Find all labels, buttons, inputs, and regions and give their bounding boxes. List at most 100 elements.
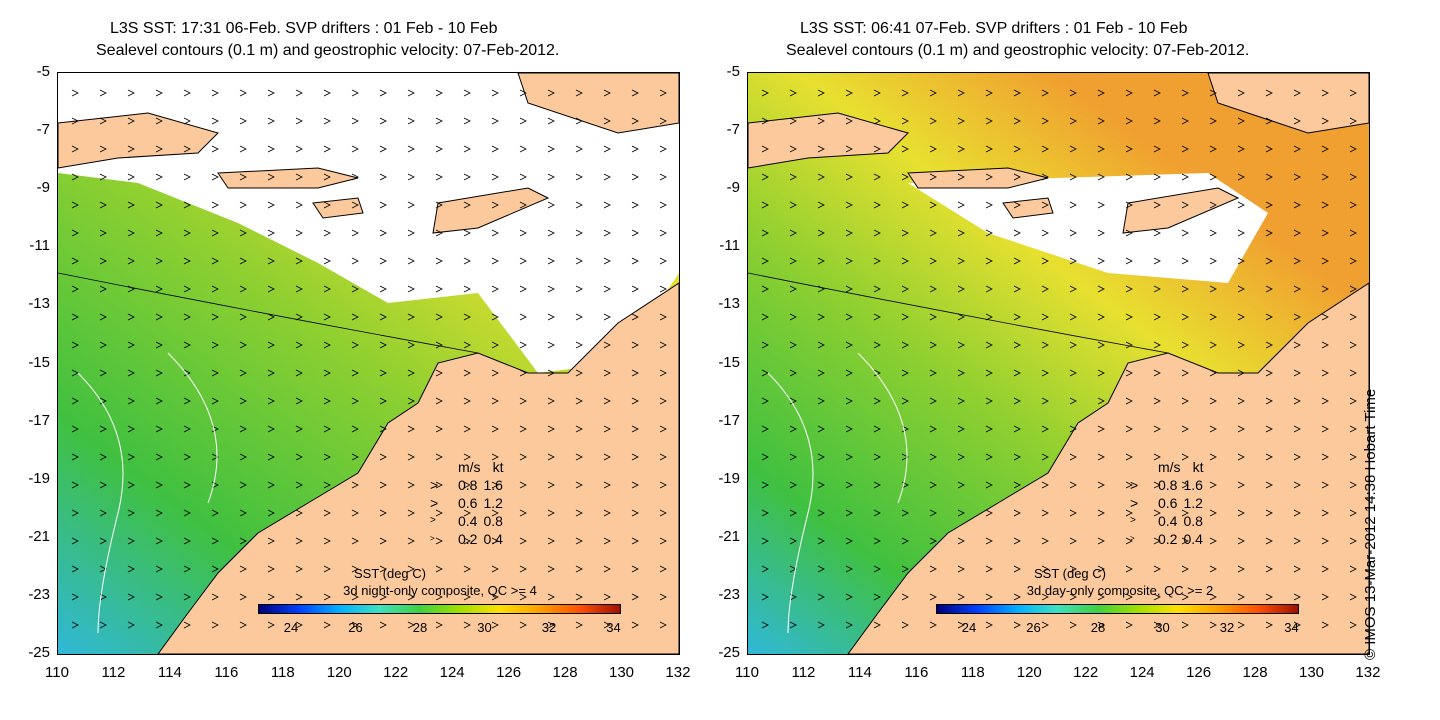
sealevel-contour	[767, 372, 814, 634]
y-tick-label: -25	[28, 644, 50, 661]
velocity-arrow	[873, 481, 881, 489]
velocity-arrow	[1265, 369, 1273, 377]
velocity-arrow	[1013, 89, 1021, 97]
velocity-arrow	[351, 173, 359, 181]
velocity-arrow	[407, 313, 415, 321]
velocity-arrow	[519, 285, 527, 293]
velocity-arrow	[575, 89, 583, 97]
velocity-arrow	[127, 453, 135, 461]
velocity-arrow	[1237, 621, 1245, 629]
y-tick-label: -17	[28, 411, 50, 429]
x-tick-label: 122	[1073, 664, 1099, 681]
velocity-arrow	[71, 593, 79, 601]
velocity-arrow	[127, 313, 135, 321]
right-sst-map[interactable]	[747, 72, 1370, 655]
velocity-arrow	[295, 285, 303, 293]
velocity-arrow	[1293, 313, 1301, 321]
velocity-arrow	[127, 173, 135, 181]
velocity-arrow	[1041, 257, 1049, 265]
legend-kt-value: 1.2	[483, 495, 503, 511]
velocity-arrow	[1349, 173, 1357, 181]
velocity-arrow	[603, 341, 611, 349]
velocity-arrow	[631, 341, 639, 349]
velocity-arrow	[603, 481, 611, 489]
velocity-arrow	[1013, 285, 1021, 293]
velocity-arrow	[1349, 229, 1357, 237]
velocity-arrow	[1265, 565, 1273, 573]
velocity-arrow	[1125, 201, 1133, 209]
velocity-arrow	[267, 565, 275, 573]
y-tick-label: -19	[28, 469, 50, 487]
velocity-arrow	[547, 89, 555, 97]
velocity-arrow	[1293, 173, 1301, 181]
velocity-arrow	[267, 509, 275, 517]
velocity-arrow	[817, 229, 825, 237]
velocity-arrow	[659, 453, 667, 461]
velocity-arrow	[817, 257, 825, 265]
velocity-arrow	[873, 341, 881, 349]
velocity-arrow	[435, 509, 443, 517]
velocity-arrow	[761, 89, 769, 97]
velocity-arrow	[323, 537, 331, 545]
velocity-arrow	[1097, 229, 1105, 237]
velocity-arrow	[1069, 285, 1077, 293]
velocity-arrow	[295, 117, 303, 125]
velocity-arrow	[71, 565, 79, 573]
velocity-arrow	[463, 257, 471, 265]
velocity-arrow	[491, 425, 499, 433]
velocity-arrow	[183, 453, 191, 461]
velocity-arrow	[1153, 453, 1161, 461]
velocity-arrow	[1265, 593, 1273, 601]
velocity-arrow	[631, 145, 639, 153]
y-tick-label: -23	[718, 585, 740, 603]
velocity-arrow	[957, 173, 965, 181]
velocity-arrow	[1265, 229, 1273, 237]
velocity-arrow	[295, 593, 303, 601]
velocity-arrow	[407, 593, 415, 601]
velocity-arrow	[1153, 341, 1161, 349]
velocity-arrow	[463, 145, 471, 153]
velocity-arrow	[817, 593, 825, 601]
velocity-arrow	[71, 173, 79, 181]
velocity-arrow	[1013, 369, 1021, 377]
velocity-arrow	[1349, 117, 1357, 125]
velocity-arrow	[659, 621, 667, 629]
velocity-arrow	[99, 257, 107, 265]
velocity-arrow	[99, 369, 107, 377]
velocity-arrow	[873, 313, 881, 321]
velocity-arrow	[351, 369, 359, 377]
velocity-arrow	[1349, 257, 1357, 265]
velocity-arrow	[659, 89, 667, 97]
velocity-arrow	[1209, 397, 1217, 405]
y-tick-label: -19	[718, 469, 740, 487]
velocity-arrow	[435, 89, 443, 97]
velocity-arrow	[323, 229, 331, 237]
velocity-arrow	[1209, 117, 1217, 125]
y-tick-label: -23	[28, 585, 50, 603]
velocity-arrow	[1013, 425, 1021, 433]
velocity-arrow	[901, 313, 909, 321]
java-island	[748, 112, 909, 169]
velocity-arrow	[659, 509, 667, 517]
velocity-arrow	[267, 201, 275, 209]
velocity-arrow	[817, 481, 825, 489]
velocity-arrow	[463, 89, 471, 97]
velocity-arrow	[379, 565, 387, 573]
velocity-arrow	[761, 565, 769, 573]
velocity-arrow	[761, 117, 769, 125]
velocity-arrow	[491, 621, 499, 629]
velocity-arrow	[435, 341, 443, 349]
velocity-arrow	[1125, 285, 1133, 293]
x-tick-label: 130	[608, 664, 635, 681]
velocity-arrow	[547, 481, 555, 489]
velocity-arrow	[323, 145, 331, 153]
left-sst-map[interactable]	[57, 72, 680, 655]
velocity-arrow	[845, 257, 853, 265]
velocity-arrow	[1181, 341, 1189, 349]
velocity-arrow	[267, 593, 275, 601]
velocity-arrow	[873, 565, 881, 573]
y-tick-label: -17	[718, 411, 740, 429]
velocity-arrow	[267, 117, 275, 125]
velocity-arrow	[183, 117, 191, 125]
x-tick-label: 128	[552, 664, 578, 681]
